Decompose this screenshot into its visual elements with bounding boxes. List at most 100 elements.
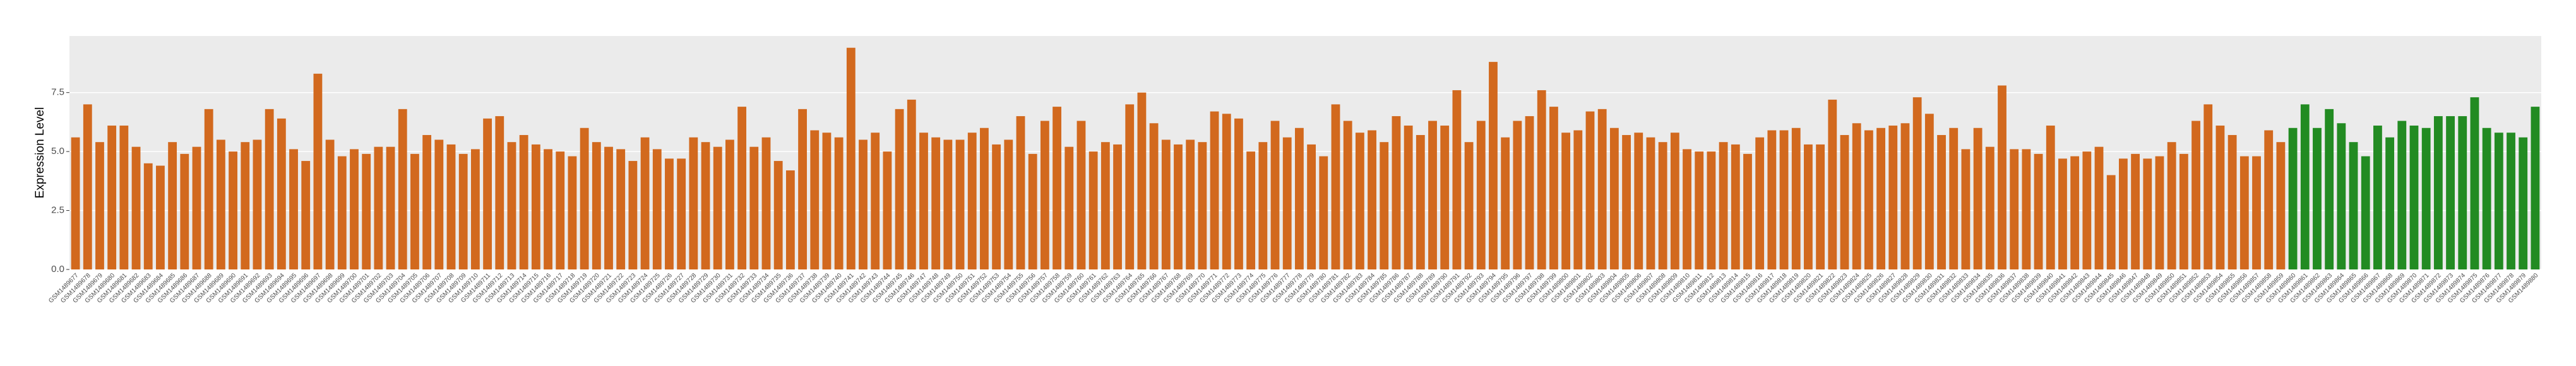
bar <box>1464 142 1474 269</box>
bar <box>761 137 771 269</box>
bar <box>1440 126 1450 269</box>
bar <box>665 158 674 269</box>
bar <box>943 139 953 269</box>
bar <box>1234 118 1243 269</box>
bar <box>1100 142 1110 269</box>
bar <box>2470 97 2479 269</box>
bar <box>1695 151 1704 269</box>
bar <box>1537 90 1546 269</box>
bar <box>1973 127 1983 269</box>
bar <box>616 149 626 269</box>
bar <box>907 99 916 269</box>
bar <box>1368 130 1376 269</box>
bar <box>2227 134 2237 269</box>
bar <box>1646 137 1655 269</box>
bar <box>325 139 335 269</box>
bar <box>955 139 965 269</box>
bar <box>2519 137 2528 269</box>
bar <box>1767 130 1777 269</box>
bar <box>2143 158 2152 269</box>
bar <box>446 144 456 269</box>
bar <box>362 153 371 269</box>
bar <box>143 163 153 269</box>
bar <box>2252 156 2261 269</box>
bar <box>725 139 734 269</box>
bar <box>216 139 225 269</box>
bar <box>2433 116 2443 269</box>
bar <box>1840 134 1849 269</box>
bar <box>2118 158 2128 269</box>
bar <box>2046 126 2055 269</box>
bar <box>749 146 759 269</box>
bar <box>1755 137 1765 269</box>
bar <box>1222 114 1231 269</box>
bar <box>1585 111 1595 269</box>
bar <box>2300 104 2310 269</box>
bar <box>1573 130 1583 269</box>
bar <box>1949 127 1959 269</box>
bar <box>434 139 444 269</box>
bar <box>1900 123 1910 269</box>
bar <box>156 165 165 269</box>
bar <box>1719 142 1728 269</box>
bar <box>1634 133 1643 269</box>
bar <box>2337 123 2346 269</box>
bar <box>2494 133 2503 269</box>
bar <box>507 142 516 269</box>
bar <box>592 142 601 269</box>
bar <box>1380 142 1389 269</box>
bar <box>1791 127 1801 269</box>
bar <box>1998 85 2007 269</box>
bar <box>846 47 856 270</box>
bar <box>1174 144 1183 269</box>
bar <box>1198 142 1207 269</box>
bar <box>2446 116 2455 269</box>
bar <box>1404 126 1413 269</box>
bar <box>192 146 201 269</box>
bar <box>1683 149 1691 269</box>
bar <box>1076 121 1086 269</box>
bar <box>71 137 80 269</box>
panel <box>69 36 2541 269</box>
bar <box>931 137 941 269</box>
y-tick-label: 0.0 <box>51 264 64 274</box>
bar <box>967 133 977 269</box>
bar <box>556 151 565 269</box>
bar <box>386 146 395 269</box>
bar <box>458 153 468 269</box>
bar <box>773 161 783 269</box>
bar <box>1670 133 1679 269</box>
bar <box>2058 158 2067 269</box>
bar <box>2458 116 2467 269</box>
bar <box>1489 62 1498 269</box>
bar <box>1707 151 1716 269</box>
bar <box>313 73 323 270</box>
bar <box>1876 127 1885 269</box>
bar <box>2203 104 2213 269</box>
bar <box>483 118 492 269</box>
bar <box>640 137 650 269</box>
bar <box>422 134 432 269</box>
bar <box>531 144 540 269</box>
bar <box>1549 107 1558 269</box>
bar <box>495 116 504 269</box>
bar <box>2010 149 2019 269</box>
bar <box>1246 151 1256 269</box>
bar <box>2385 137 2395 269</box>
bar <box>1513 121 1522 269</box>
bar <box>2276 142 2286 269</box>
bar <box>1040 121 1049 269</box>
y-tick-label: 2.5 <box>51 205 64 216</box>
bar <box>677 158 686 269</box>
y-tick-label: 7.5 <box>51 87 64 98</box>
bar <box>2239 156 2249 269</box>
bar <box>1064 146 1074 269</box>
bar <box>2167 142 2176 269</box>
bar <box>1294 127 1304 269</box>
bar <box>798 109 807 269</box>
bar <box>822 133 832 269</box>
bar <box>398 109 407 269</box>
bar <box>204 109 213 269</box>
bar <box>580 127 589 269</box>
